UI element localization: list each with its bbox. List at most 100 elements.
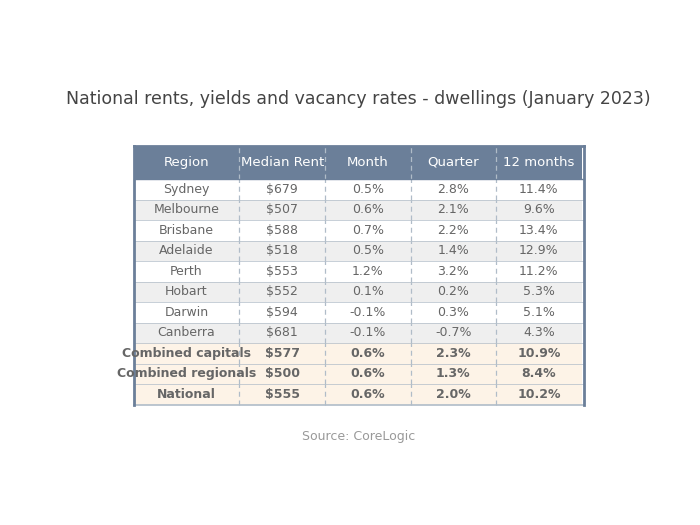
Bar: [239, 343, 325, 364]
Bar: [239, 261, 325, 281]
Text: 1.4%: 1.4%: [438, 244, 469, 257]
Bar: [325, 179, 410, 200]
Text: Month: Month: [347, 156, 388, 169]
Bar: [239, 146, 325, 179]
Text: $552: $552: [266, 285, 298, 298]
Bar: [496, 200, 582, 220]
Text: Median Rent: Median Rent: [241, 156, 324, 169]
Text: -0.1%: -0.1%: [349, 327, 386, 339]
Text: 1.3%: 1.3%: [436, 368, 470, 380]
Bar: [325, 343, 410, 364]
Bar: [325, 146, 410, 179]
Text: 10.2%: 10.2%: [517, 388, 561, 401]
Text: 0.6%: 0.6%: [351, 347, 385, 360]
Text: 2.0%: 2.0%: [436, 388, 470, 401]
Text: 4.3%: 4.3%: [523, 327, 554, 339]
Text: 0.3%: 0.3%: [438, 306, 469, 319]
Text: $577: $577: [265, 347, 300, 360]
Text: 0.6%: 0.6%: [352, 203, 384, 216]
Bar: [325, 220, 410, 240]
Text: $507: $507: [266, 203, 298, 216]
Bar: [496, 179, 582, 200]
Bar: [325, 200, 410, 220]
Text: 0.5%: 0.5%: [352, 183, 384, 196]
Text: $681: $681: [266, 327, 298, 339]
Bar: [496, 146, 582, 179]
Bar: [239, 384, 325, 405]
Bar: [134, 343, 239, 364]
Bar: [239, 179, 325, 200]
Bar: [134, 200, 239, 220]
Text: 0.2%: 0.2%: [438, 285, 469, 298]
Text: Melbourne: Melbourne: [153, 203, 220, 216]
Bar: [134, 384, 239, 405]
Bar: [410, 302, 496, 322]
Text: 0.5%: 0.5%: [352, 244, 384, 257]
Text: Combined regionals: Combined regionals: [117, 368, 256, 380]
Bar: [325, 364, 410, 384]
Text: $500: $500: [265, 368, 300, 380]
Text: 11.4%: 11.4%: [519, 183, 559, 196]
Bar: [496, 220, 582, 240]
Text: Canberra: Canberra: [158, 327, 216, 339]
Bar: [410, 146, 496, 179]
Text: 3.2%: 3.2%: [438, 265, 469, 278]
Bar: [134, 146, 239, 179]
Text: $518: $518: [266, 244, 298, 257]
Text: Adelaide: Adelaide: [160, 244, 214, 257]
Bar: [239, 281, 325, 302]
Text: Hobart: Hobart: [165, 285, 208, 298]
Text: Combined capitals: Combined capitals: [122, 347, 251, 360]
Bar: [134, 302, 239, 322]
Bar: [134, 240, 239, 261]
Text: $588: $588: [266, 224, 298, 237]
Bar: [496, 281, 582, 302]
Text: Darwin: Darwin: [164, 306, 209, 319]
Bar: [325, 322, 410, 343]
Text: 10.9%: 10.9%: [517, 347, 561, 360]
Text: 2.8%: 2.8%: [438, 183, 469, 196]
Text: Sydney: Sydney: [163, 183, 210, 196]
Text: Perth: Perth: [170, 265, 203, 278]
Text: $594: $594: [266, 306, 298, 319]
Text: National: National: [157, 388, 216, 401]
Bar: [134, 322, 239, 343]
Bar: [496, 261, 582, 281]
Text: Brisbane: Brisbane: [159, 224, 214, 237]
Bar: [134, 179, 239, 200]
Text: 5.3%: 5.3%: [523, 285, 555, 298]
Text: $555: $555: [265, 388, 300, 401]
Text: 2.1%: 2.1%: [438, 203, 469, 216]
Bar: [496, 343, 582, 364]
Bar: [239, 364, 325, 384]
Text: 9.6%: 9.6%: [523, 203, 554, 216]
Bar: [410, 240, 496, 261]
Text: 12.9%: 12.9%: [519, 244, 559, 257]
Text: 8.4%: 8.4%: [522, 368, 556, 380]
Bar: [496, 240, 582, 261]
Bar: [325, 261, 410, 281]
Bar: [410, 220, 496, 240]
Text: 0.1%: 0.1%: [352, 285, 384, 298]
Bar: [239, 220, 325, 240]
Text: Region: Region: [164, 156, 209, 169]
Text: 1.2%: 1.2%: [352, 265, 384, 278]
Text: 0.7%: 0.7%: [352, 224, 384, 237]
Text: $553: $553: [266, 265, 298, 278]
Bar: [134, 261, 239, 281]
Text: 2.2%: 2.2%: [438, 224, 469, 237]
Bar: [134, 281, 239, 302]
Text: 13.4%: 13.4%: [519, 224, 559, 237]
Bar: [410, 322, 496, 343]
Text: 11.2%: 11.2%: [519, 265, 559, 278]
Text: 12 months: 12 months: [503, 156, 575, 169]
Bar: [496, 364, 582, 384]
Bar: [239, 302, 325, 322]
Bar: [410, 364, 496, 384]
Text: $679: $679: [266, 183, 298, 196]
Bar: [239, 322, 325, 343]
Text: National rents, yields and vacancy rates - dwellings (January 2023): National rents, yields and vacancy rates…: [66, 90, 651, 108]
Bar: [496, 322, 582, 343]
Text: 0.6%: 0.6%: [351, 368, 385, 380]
Text: -0.1%: -0.1%: [349, 306, 386, 319]
